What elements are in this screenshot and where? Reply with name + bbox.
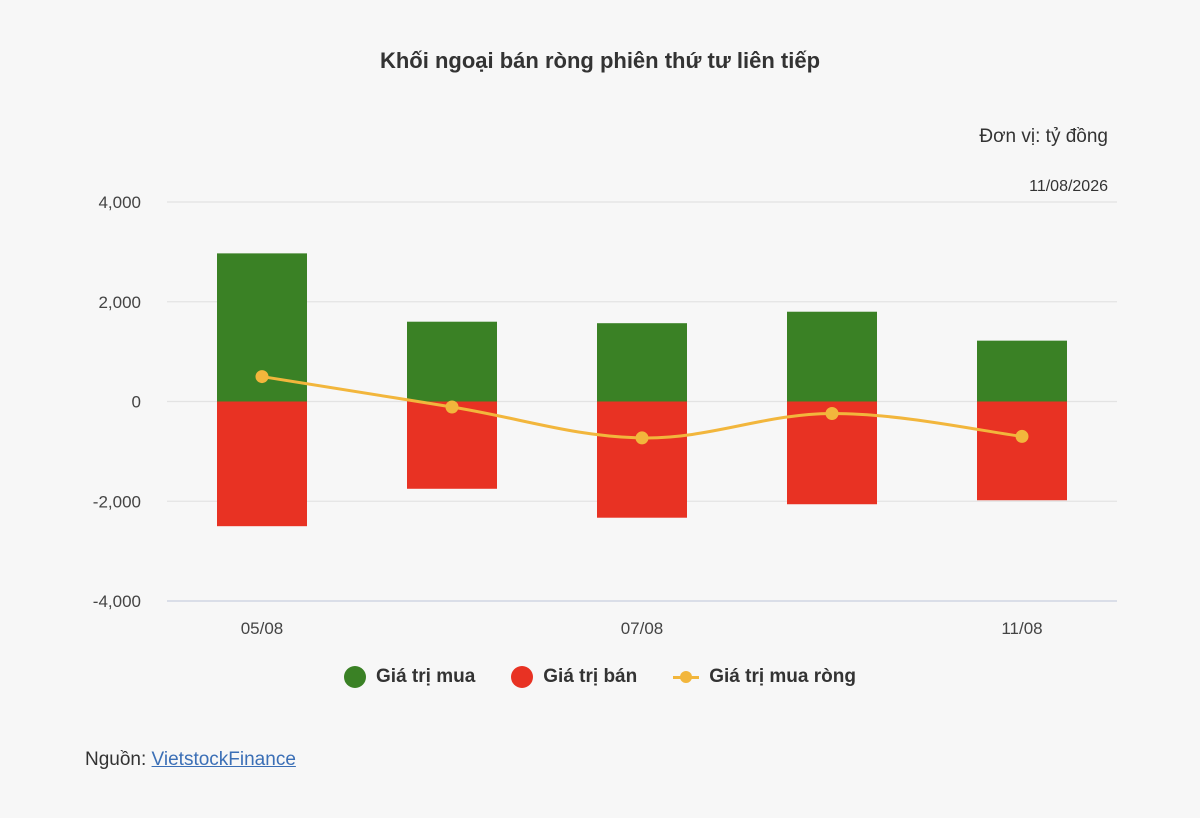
sell-bar (407, 401, 497, 489)
x-tick-label: 07/08 (621, 619, 664, 638)
source-link[interactable]: VietstockFinance (151, 749, 296, 770)
x-tick-label: 11/08 (1001, 619, 1042, 638)
net-line-point (255, 370, 269, 384)
buy-bar (597, 323, 687, 402)
net-line (255, 370, 1029, 445)
legend-item-net[interactable]: Giá trị mua ròng (673, 666, 856, 688)
buy-bar (407, 321, 497, 402)
legend-item-buy[interactable]: Giá trị mua (344, 666, 475, 688)
sell-bar (217, 401, 307, 527)
legend-net-label: Giá trị mua ròng (709, 666, 856, 687)
source-note: Nguồn: VietstockFinance (85, 749, 296, 771)
sell-bar (597, 401, 687, 518)
y-tick-label: 4,000 (98, 193, 141, 212)
y-axis-ticks: 4,000 2,000 0 -2,000 -4,000 (93, 193, 141, 611)
source-prefix: Nguồn: (85, 749, 152, 770)
legend-buy-label: Giá trị mua (376, 666, 476, 687)
x-axis-ticks: 05/08 07/08 11/08 (241, 619, 1043, 638)
bars (217, 253, 1067, 527)
buy-bar (787, 311, 877, 402)
legend: Giá trị mua Giá trị bán Giá trị mua ròng (0, 666, 1200, 688)
y-tick-label: -2,000 (93, 492, 141, 511)
net-line-point (1015, 429, 1029, 443)
sell-bar (977, 401, 1067, 501)
buy-bar (977, 340, 1067, 402)
unit-label: Đơn vị: tỷ đồng (979, 126, 1108, 147)
net-line-point (635, 431, 649, 445)
y-tick-label: 0 (132, 393, 141, 412)
legend-sell-label: Giá trị bán (543, 666, 638, 687)
date-label: 11/08/2026 (1029, 178, 1108, 195)
chart-title: Khối ngoại bán ròng phiên thứ tư liên ti… (379, 48, 821, 73)
legend-item-sell[interactable]: Giá trị bán (511, 666, 637, 688)
legend-buy-dot-icon (344, 666, 367, 688)
y-tick-label: -4,000 (93, 592, 141, 611)
x-tick-label: 05/08 (241, 619, 284, 638)
legend-net-line-icon (673, 666, 700, 688)
net-line-point (445, 400, 459, 414)
legend-sell-dot-icon (511, 666, 534, 688)
y-tick-label: 2,000 (98, 293, 141, 312)
net-line-point (825, 406, 839, 420)
